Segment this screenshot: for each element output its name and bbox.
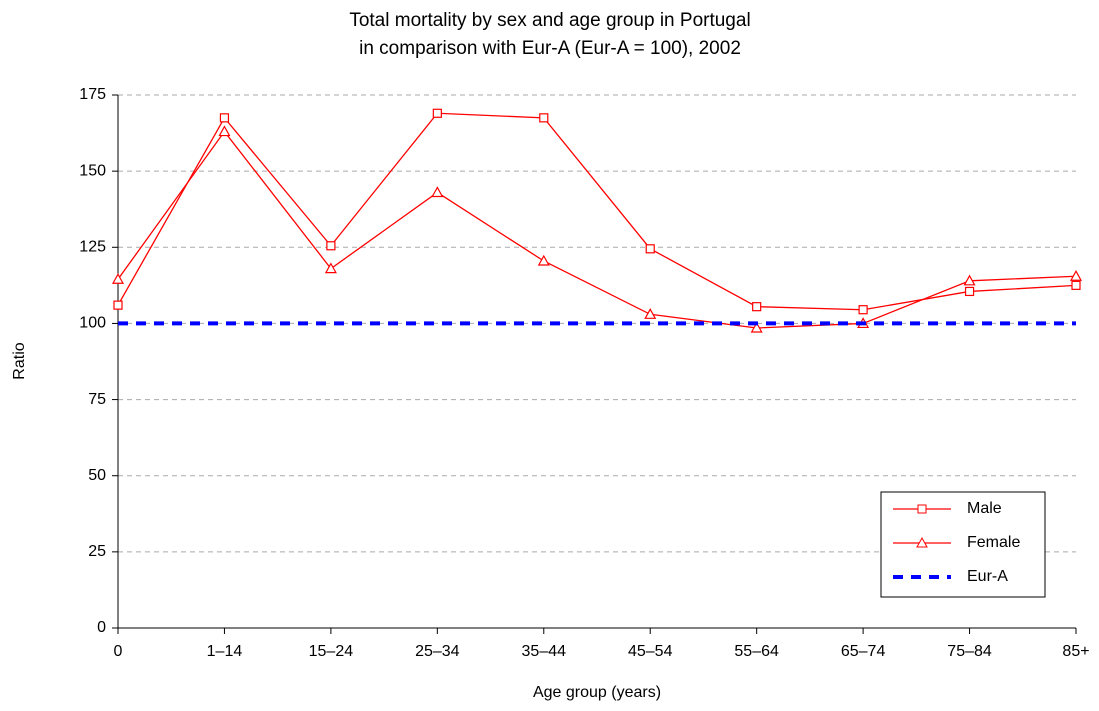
series-line xyxy=(117,112,1077,311)
marker xyxy=(645,244,655,254)
marker xyxy=(964,286,975,297)
marker xyxy=(111,273,125,284)
legend-marker xyxy=(917,504,927,514)
marker xyxy=(537,254,550,266)
marker xyxy=(858,305,868,315)
y-tick-label: 150 xyxy=(79,162,106,179)
marker xyxy=(1069,269,1083,281)
marker xyxy=(431,186,444,198)
x-tick-label: 15–24 xyxy=(309,643,354,660)
marker xyxy=(750,321,763,333)
x-tick-label: 35–44 xyxy=(522,643,567,660)
marker xyxy=(963,274,976,286)
legend-box xyxy=(880,491,1046,598)
chart-title: in comparison with Eur-A (Eur-A = 100), … xyxy=(359,38,741,59)
x-tick-label: 45–54 xyxy=(628,643,673,660)
legend-label: Eur-A xyxy=(967,568,1008,585)
x-tick-label: 55–64 xyxy=(734,643,779,660)
legend-marker xyxy=(916,536,928,548)
x-tick-label: 0 xyxy=(114,643,123,660)
marker xyxy=(644,308,657,319)
marker xyxy=(1071,280,1081,290)
marker xyxy=(326,241,336,251)
x-tick-label: 85+ xyxy=(1062,643,1089,660)
y-axis-label: Ratio xyxy=(11,342,28,379)
marker xyxy=(324,262,337,274)
x-tick-label: 75–84 xyxy=(947,643,992,660)
marker xyxy=(432,108,442,118)
y-tick-label: 50 xyxy=(88,467,106,484)
y-tick-label: 125 xyxy=(79,239,106,256)
marker xyxy=(752,302,762,312)
x-tick-label: 65–74 xyxy=(841,643,886,660)
y-tick-label: 100 xyxy=(79,315,106,332)
chart-title: Total mortality by sex and age group in … xyxy=(349,10,750,31)
y-tick-label: 25 xyxy=(88,543,106,560)
legend-label: Female xyxy=(967,534,1020,551)
x-tick-label: 25–34 xyxy=(415,643,460,660)
marker xyxy=(539,113,549,123)
x-tick-label: 1–14 xyxy=(207,643,243,660)
marker xyxy=(218,125,231,137)
marker xyxy=(113,300,123,310)
marker xyxy=(219,113,230,123)
x-axis-label: Age group (years) xyxy=(533,684,661,701)
y-tick-label: 0 xyxy=(97,619,106,636)
series-line xyxy=(117,130,1077,329)
legend-label: Male xyxy=(967,500,1002,517)
y-tick-label: 175 xyxy=(79,86,106,103)
y-tick-label: 75 xyxy=(88,391,106,408)
